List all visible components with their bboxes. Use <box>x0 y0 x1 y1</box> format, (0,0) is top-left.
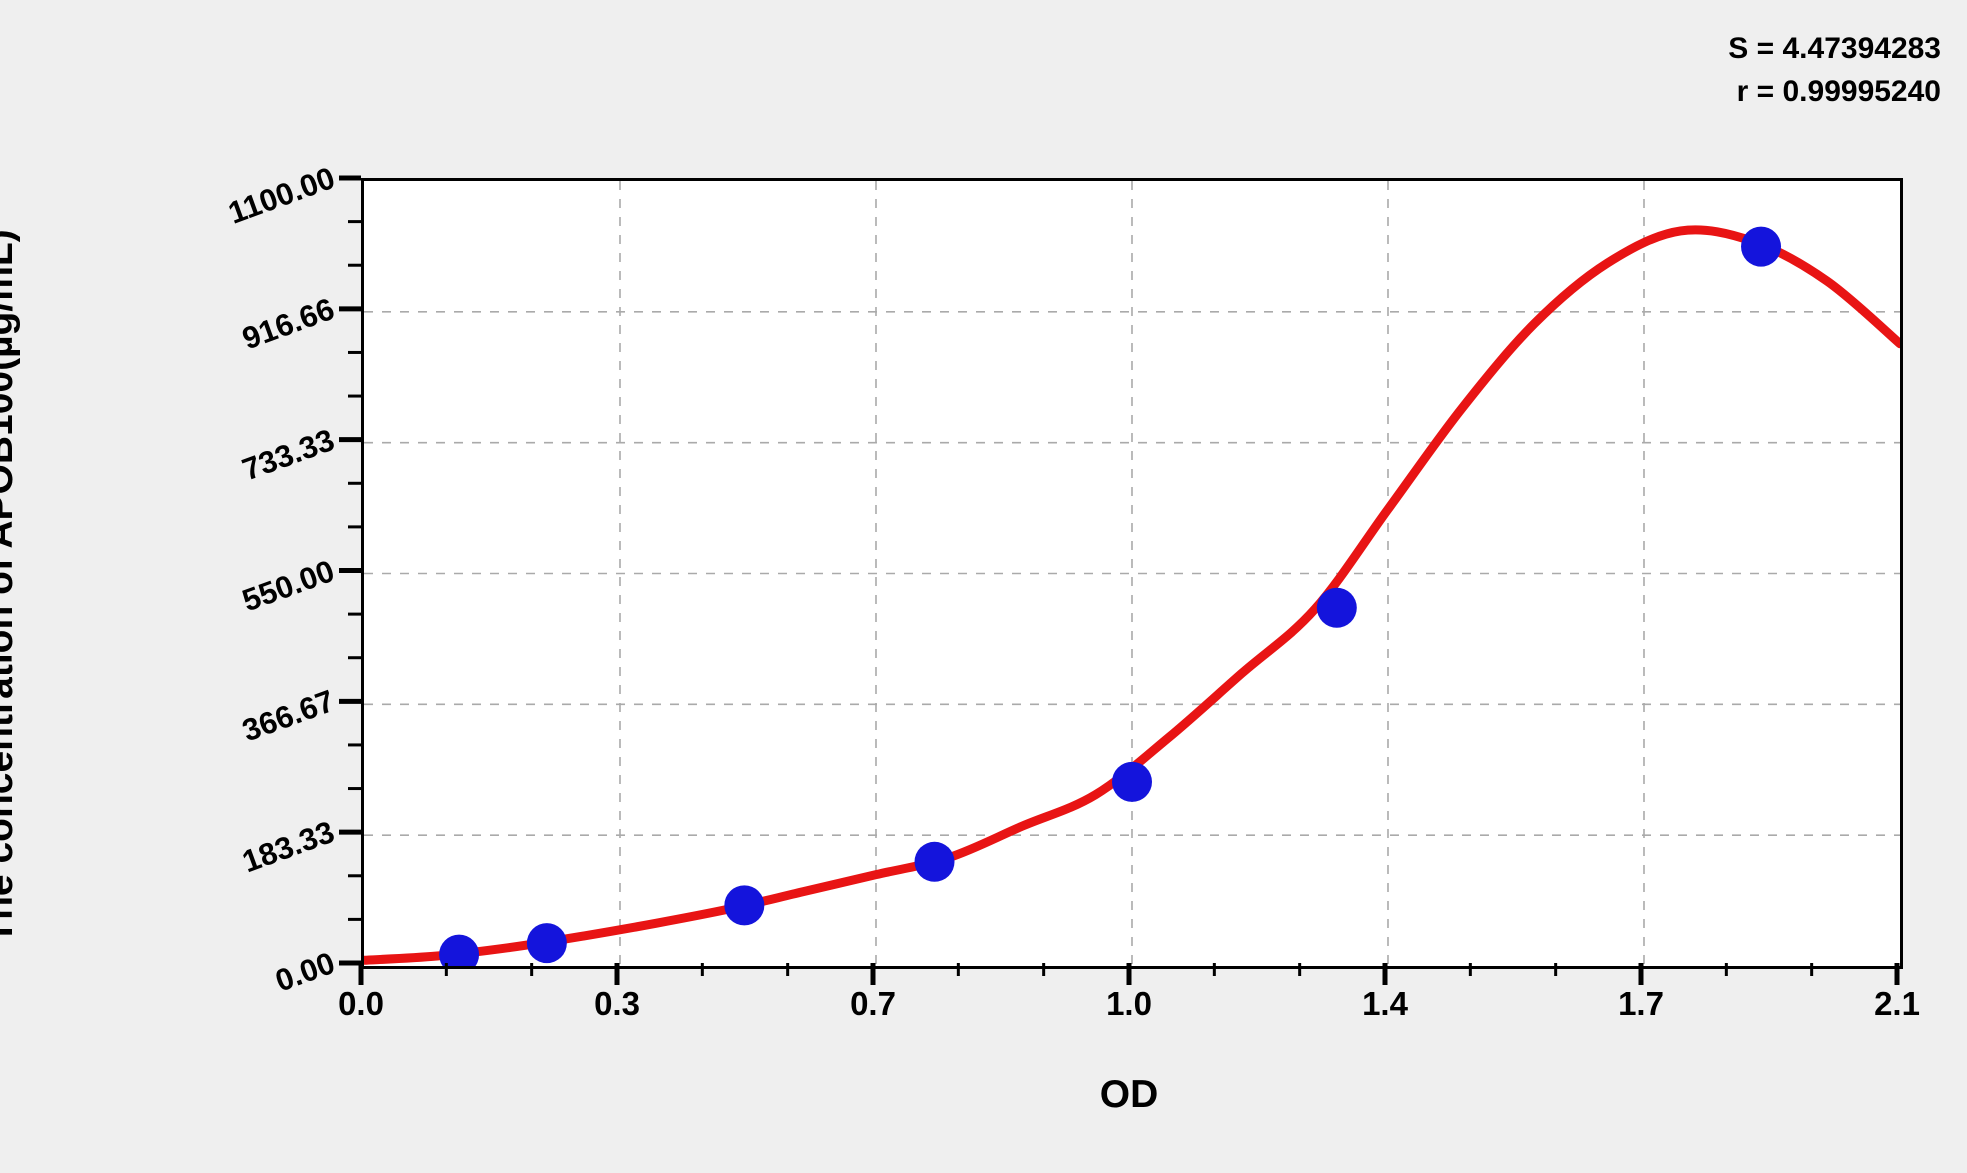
x-tick-label: 1.4 <box>1362 985 1408 1022</box>
grid-lines <box>364 181 1900 966</box>
curve-path <box>364 225 1900 965</box>
data-point-marker <box>526 923 567 964</box>
data-points <box>439 226 1782 966</box>
data-point-marker <box>1316 587 1357 628</box>
y-axis-tick-labels: 0.00 183.33 366.67 550.00 733.33 916.66 1100.0… <box>0 0 345 1173</box>
data-point-marker <box>724 885 765 926</box>
y-tick-label: 183.33 <box>237 814 339 880</box>
x-tick-label: 1.7 <box>1618 985 1664 1022</box>
y-tick-label: 0.00 <box>270 945 339 999</box>
y-tick-label: 366.67 <box>237 683 339 749</box>
data-point-marker <box>914 841 955 882</box>
fitted-curve <box>364 225 1900 965</box>
plot-canvas <box>364 181 1900 966</box>
r-value-label: r = 0.99995240 <box>1736 74 1941 108</box>
y-tick-label: 733.33 <box>237 421 339 488</box>
stats-annotation: S = 4.47394283 r = 0.99995240 <box>1728 28 1941 113</box>
x-tick-label: 0.7 <box>850 985 896 1022</box>
data-point-marker <box>1741 226 1782 267</box>
y-tick-label: 1100.00 <box>223 160 339 231</box>
x-tick-label: 1.0 <box>1106 985 1152 1022</box>
x-axis-title: OD <box>1099 1073 1159 1116</box>
x-tick-label: 0.0 <box>338 985 384 1022</box>
y-tick-label: 916.66 <box>237 290 339 357</box>
x-tick-label: 0.3 <box>594 985 640 1022</box>
data-point-marker <box>1112 761 1152 802</box>
s-value-label: S = 4.47394283 <box>1728 32 1941 65</box>
x-tick-label: 2.1 <box>1874 985 1920 1022</box>
y-tick-label: 550.00 <box>237 552 339 618</box>
plot-area <box>361 178 1903 969</box>
data-point-marker <box>439 934 480 966</box>
